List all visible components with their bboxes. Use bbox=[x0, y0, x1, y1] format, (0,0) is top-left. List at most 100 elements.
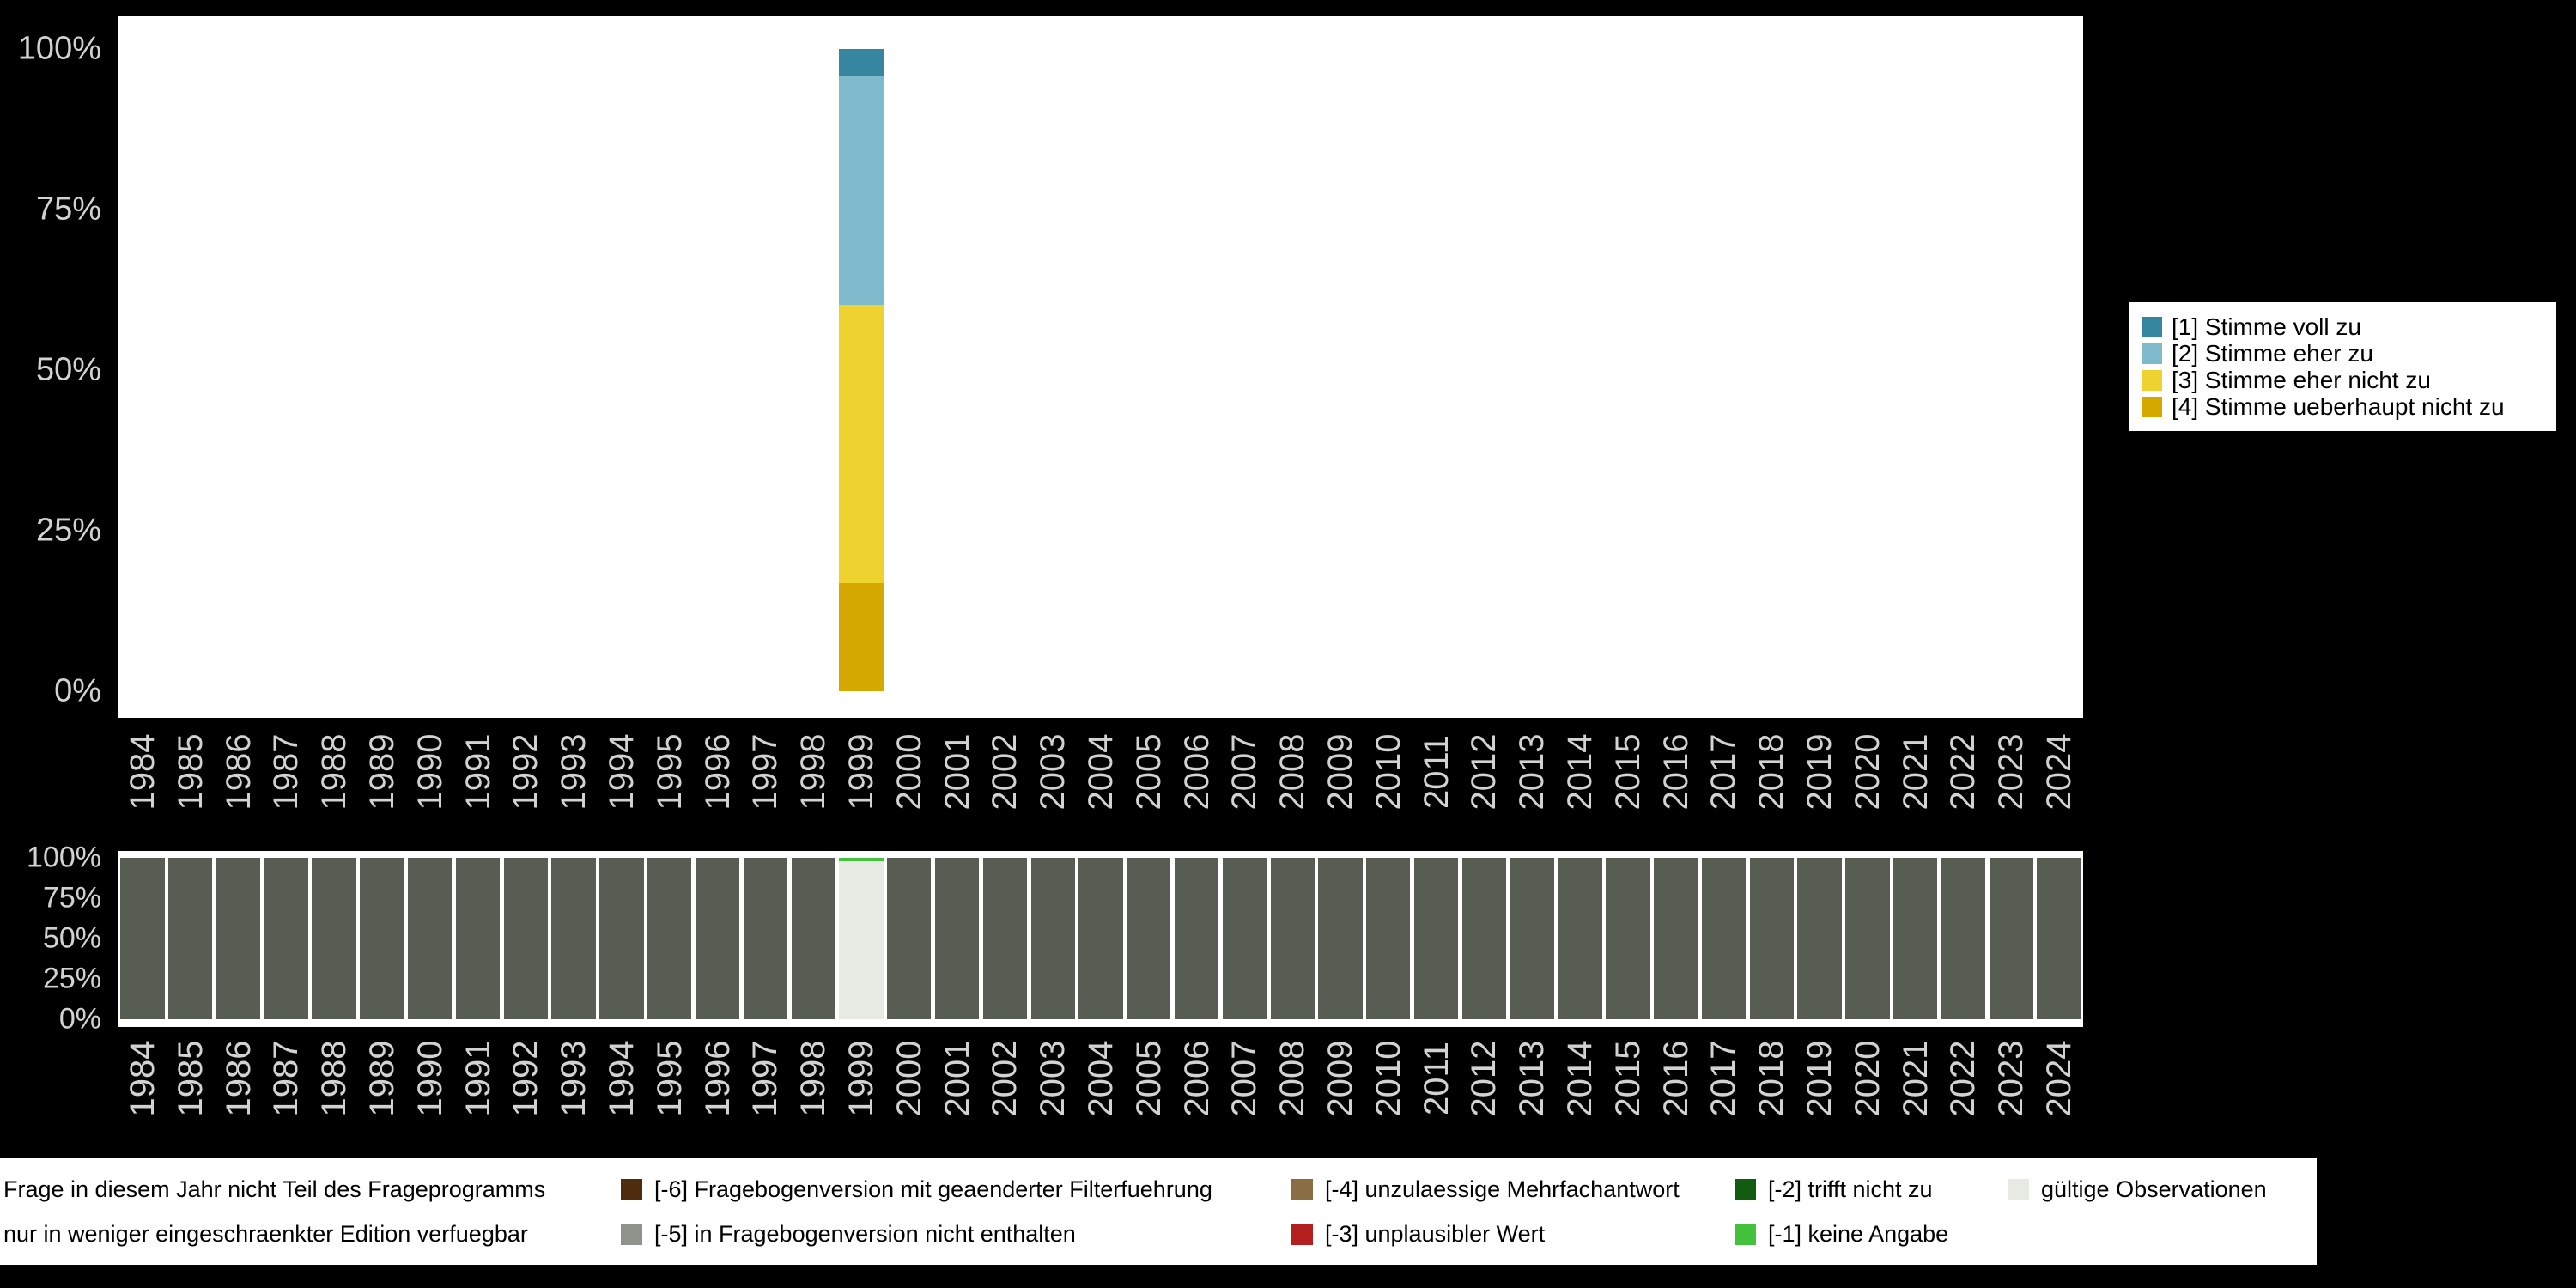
bar-1999 bbox=[839, 49, 884, 691]
x-tick-year-label: 1999 bbox=[841, 1040, 880, 1117]
x-tick-year-label: 1995 bbox=[650, 733, 689, 811]
legend-item-label: [3] Stimme eher nicht zu bbox=[2172, 366, 2431, 393]
x-tick-year-label: 2017 bbox=[1704, 1040, 1743, 1117]
x-tick-year-label: 2019 bbox=[1801, 1040, 1839, 1117]
x-tick-year-label: 1984 bbox=[123, 733, 161, 811]
bar-segment bbox=[839, 76, 884, 305]
bar-2015 bbox=[1606, 858, 1650, 1019]
bar-segment bbox=[743, 858, 788, 1019]
bar-segment bbox=[839, 582, 884, 691]
missings-legend-item: [-1] keine Angabe bbox=[1735, 1221, 2008, 1248]
legend-item-label: [-2] trifft nicht zu bbox=[1768, 1176, 1933, 1202]
x-tick-year-label: 1997 bbox=[746, 1040, 785, 1117]
bar-segment bbox=[1701, 858, 1747, 1019]
frequency-y-axis: 100% 75% 50% 25% 0% bbox=[0, 31, 101, 709]
bar-1984 bbox=[120, 858, 165, 1019]
x-tick-year-label: 1985 bbox=[171, 733, 210, 811]
x-tick-year-label: 2011 bbox=[1417, 735, 1455, 810]
x-tick-year-label: 2014 bbox=[1561, 1040, 1600, 1117]
missings-legend-item: gültige Observationen bbox=[2008, 1176, 2317, 1203]
x-tick-year-label: 2020 bbox=[1848, 733, 1886, 811]
x-tick-year-label: 1989 bbox=[362, 1040, 401, 1117]
bar-segment bbox=[1127, 858, 1171, 1019]
bar-2010 bbox=[1366, 858, 1411, 1019]
x-tick-year-label: 1997 bbox=[746, 733, 785, 811]
bar-1992 bbox=[503, 858, 548, 1019]
bar-2020 bbox=[1845, 858, 1890, 1019]
x-tick-year-label: 2022 bbox=[1944, 733, 1983, 811]
legend-item: [3] Stimme eher nicht zu bbox=[2142, 367, 2551, 393]
bar-2007 bbox=[1222, 858, 1267, 1019]
bar-1995 bbox=[647, 858, 692, 1019]
bar-segment bbox=[1078, 858, 1123, 1019]
bar-2002 bbox=[982, 858, 1028, 1019]
x-tick-year-label: 2022 bbox=[1944, 1040, 1983, 1117]
missings-legend-item: [-2] trifft nicht zu bbox=[1735, 1176, 2008, 1203]
bar-segment bbox=[1606, 858, 1650, 1019]
frequency-x-axis: 1984 1985 1986 1987 1988 1989 1990 1991 1992 1993… bbox=[118, 726, 2083, 818]
x-tick-year-label: 2007 bbox=[1225, 733, 1264, 811]
bar-segment bbox=[2037, 858, 2081, 1019]
legend-color-swatch bbox=[2142, 369, 2162, 391]
frequency-bar-track bbox=[118, 49, 2083, 691]
bar-segment bbox=[360, 858, 404, 1019]
x-tick-year-label: 2016 bbox=[1656, 733, 1695, 811]
x-tick-year-label: 2016 bbox=[1656, 1040, 1695, 1117]
bar-1994 bbox=[599, 858, 644, 1019]
missings-bar-track bbox=[118, 858, 2083, 1019]
bar-segment bbox=[695, 858, 740, 1019]
x-tick-year-label: 1998 bbox=[794, 1040, 833, 1117]
legend-color-swatch bbox=[1291, 1178, 1313, 1200]
bar-segment bbox=[839, 860, 884, 1019]
x-tick-year-label: 1998 bbox=[794, 733, 833, 811]
x-tick-year-label: 1989 bbox=[362, 733, 401, 811]
x-tick-year-label: 2002 bbox=[986, 1040, 1024, 1117]
bar-1985 bbox=[168, 858, 213, 1019]
bar-2011 bbox=[1413, 858, 1459, 1019]
frequency-plot bbox=[118, 16, 2083, 718]
legend-color-swatch bbox=[1735, 1178, 1756, 1200]
x-tick-year-label: 2010 bbox=[1369, 1040, 1407, 1117]
x-tick-year-label: 1996 bbox=[698, 733, 737, 811]
x-tick-year-label: 2012 bbox=[1465, 733, 1504, 811]
y-tick-label: 0% bbox=[54, 672, 101, 709]
bar-segment bbox=[934, 858, 980, 1019]
y-tick-label: 75% bbox=[35, 191, 101, 228]
bar-segment bbox=[887, 858, 932, 1019]
missings-legend: Frage in diesem Jahr nicht Teil des Frag… bbox=[0, 1158, 2317, 1265]
x-tick-year-label: 2015 bbox=[1608, 1040, 1647, 1117]
x-tick-year-label: 2000 bbox=[890, 733, 928, 811]
bar-2001 bbox=[934, 858, 980, 1019]
x-tick-year-label: 2021 bbox=[1896, 733, 1935, 811]
x-tick-year-label: 2001 bbox=[938, 1040, 976, 1117]
bar-1991 bbox=[455, 858, 501, 1019]
legend-item-label: [-4] unzulaessige Mehrfachantwort bbox=[1325, 1176, 1680, 1202]
x-tick-year-label: 1988 bbox=[315, 733, 354, 811]
missings-x-axis: 1984 1985 1986 1987 1988 1989 1990 1991 1992 1993… bbox=[118, 1033, 2083, 1125]
x-tick-year-label: 2020 bbox=[1848, 1040, 1886, 1117]
bar-segment bbox=[1030, 858, 1075, 1019]
legend-color-swatch bbox=[2142, 396, 2162, 417]
x-tick-year-label: 2002 bbox=[986, 733, 1024, 811]
x-tick-year-label: 2001 bbox=[938, 733, 976, 811]
bar-2006 bbox=[1174, 858, 1219, 1019]
x-tick-year-label: 1995 bbox=[650, 1040, 689, 1117]
x-tick-year-label: 2015 bbox=[1608, 733, 1647, 811]
bar-segment bbox=[1510, 858, 1554, 1019]
y-tick-label: 100% bbox=[17, 30, 101, 67]
legend-color-swatch bbox=[621, 1223, 642, 1245]
bar-segment bbox=[551, 858, 596, 1019]
x-tick-year-label: 1985 bbox=[171, 1040, 210, 1117]
bar-segment bbox=[1893, 858, 1938, 1019]
bar-2022 bbox=[1941, 858, 1986, 1019]
x-tick-year-label: 2000 bbox=[890, 1040, 928, 1117]
legend-item: [1] Stimme voll zu bbox=[2142, 313, 2551, 340]
legend-item-label: Frage in diesem Jahr nicht Teil des Frag… bbox=[3, 1176, 546, 1202]
bar-segment bbox=[1797, 858, 1842, 1019]
bar-segment bbox=[168, 858, 213, 1019]
bar-2009 bbox=[1318, 858, 1363, 1019]
x-tick-year-label: 2004 bbox=[1082, 1040, 1120, 1117]
x-tick-year-label: 2003 bbox=[1034, 1040, 1072, 1117]
x-tick-year-label: 2011 bbox=[1417, 1042, 1455, 1116]
x-tick-year-label: 2018 bbox=[1753, 1040, 1791, 1117]
